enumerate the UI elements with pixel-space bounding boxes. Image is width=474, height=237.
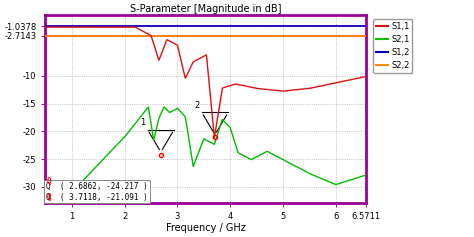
Text: Q  ( 2.6862, -24.217 )
Q  ( 3.7118, -21.091 ): Q ( 2.6862, -24.217 ) Q ( 3.7118, -21.09… <box>46 182 148 201</box>
X-axis label: Frequency / GHz: Frequency / GHz <box>166 223 246 233</box>
Text: Q: Q <box>46 177 51 186</box>
Text: 2: 2 <box>194 101 199 110</box>
Title: S-Parameter [Magnitude in dB]: S-Parameter [Magnitude in dB] <box>130 4 282 14</box>
Text: 1: 1 <box>140 118 145 127</box>
Legend: S1,1, S2,1, S1,2, S2,2: S1,1, S2,1, S1,2, S2,2 <box>374 19 412 73</box>
Text: Q: Q <box>46 192 51 201</box>
